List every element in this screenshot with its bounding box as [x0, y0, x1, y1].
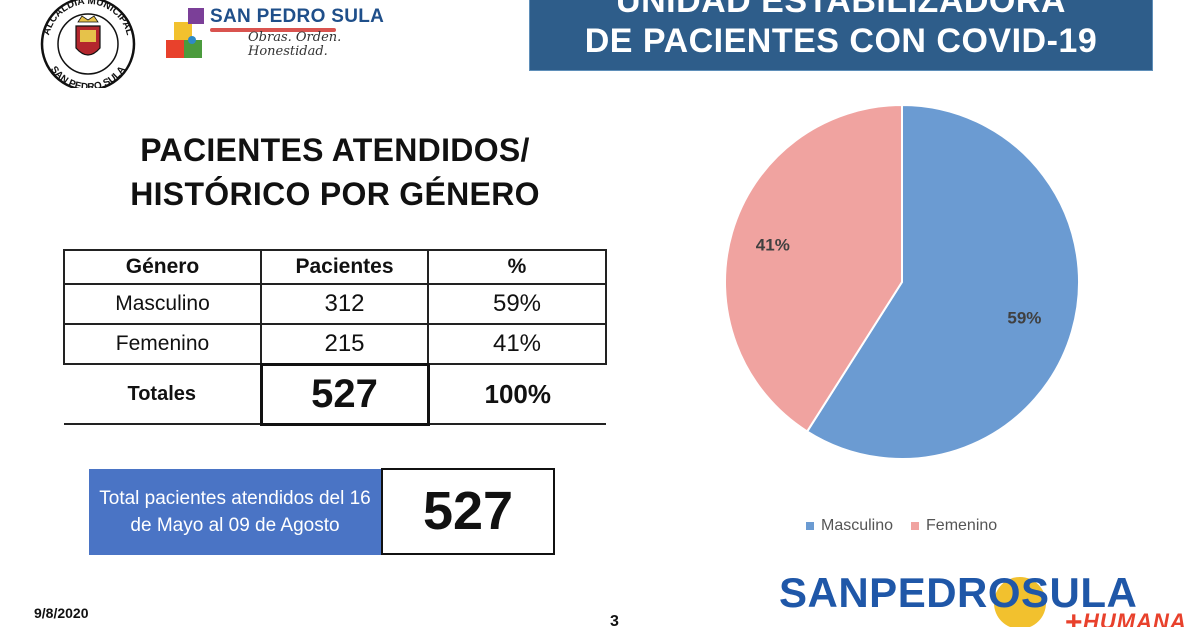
sun-icon	[994, 577, 1046, 627]
puzzle-icon	[166, 8, 204, 58]
pie-svg: 59% 41%	[724, 103, 1080, 460]
tagline-line-1: Obras. Orden.	[248, 30, 342, 45]
cell-pct: 41%	[427, 323, 607, 365]
city-logo: SAN PEDRO SULA Obras. Orden. Honestidad.	[164, 2, 384, 64]
totals-pct: 100%	[428, 364, 606, 425]
banner-title-line-2: DE PACIENTES CON COVID-19	[584, 22, 1098, 60]
table-row: Femenino 215 41%	[63, 323, 607, 365]
pie-label-masculino: 59%	[1007, 309, 1041, 328]
municipal-seal-logo: ALCALDÍA MUNICIPAL SAN PEDRO SULA	[34, 0, 142, 93]
col-header-pacientes: Pacientes	[260, 249, 429, 285]
total-patients-description: Total pacientes atendidos del 16 de Mayo…	[89, 469, 381, 555]
legend-item-femenino: Femenino	[911, 517, 997, 535]
total-patients-value: 527	[381, 468, 555, 555]
city-logo-swoosh	[210, 28, 336, 32]
chart-legend: Masculino Femenino	[806, 517, 997, 535]
header-banner: UNIDAD ESTABILIZADORA DE PACIENTES CON C…	[529, 0, 1153, 71]
legend-label-femenino: Femenino	[926, 517, 998, 534]
section-title-line-1: PACIENTES ATENDIDOS/	[140, 132, 530, 168]
legend-swatch-femenino	[911, 522, 920, 530]
cell-genero: Masculino	[63, 283, 262, 325]
table-header-row: Género Pacientes %	[63, 249, 607, 285]
brand-wordmark: SANPEDROSULA	[779, 569, 1138, 616]
brand-subtitle: HUMANA	[1083, 609, 1187, 627]
col-header-pct: %	[427, 249, 607, 285]
gender-table: Género Pacientes % Masculino 312 59% Fem…	[63, 249, 607, 426]
legend-item-masculino: Masculino	[806, 517, 893, 535]
gender-pie-chart: 59% 41%	[720, 100, 1084, 464]
table-row: Masculino 312 59%	[63, 283, 607, 325]
cell-pacientes: 312	[260, 283, 429, 325]
brand-logo: SANPEDROSULA + HUMANA	[779, 569, 1200, 627]
section-title-line-2: HISTÓRICO POR GÉNERO	[130, 176, 540, 212]
city-logo-tagline: Obras. Orden. Honestidad.	[248, 31, 341, 59]
tagline-line-2: Honestidad.	[248, 44, 328, 59]
cell-genero: Femenino	[63, 323, 262, 365]
section-title: PACIENTES ATENDIDOS/ HISTÓRICO POR GÉNER…	[90, 128, 580, 216]
totals-row: Totales 527 100%	[64, 362, 606, 426]
totals-label: Totales	[64, 364, 261, 425]
totals-pacientes: 527	[259, 362, 430, 426]
page-number: 3	[610, 613, 619, 627]
legend-label-masculino: Masculino	[821, 517, 894, 534]
footer-date: 9/8/2020	[34, 605, 89, 621]
banner-title-line-1: UNIDAD ESTABILIZADORA	[616, 0, 1066, 20]
legend-swatch-masculino	[806, 522, 814, 530]
cell-pacientes: 215	[260, 323, 429, 365]
total-patients-box: Total pacientes atendidos del 16 de Mayo…	[89, 468, 556, 555]
cell-pct: 59%	[427, 283, 607, 325]
city-logo-name: SAN PEDRO SULA	[210, 6, 385, 27]
seal-graphic: ALCALDÍA MUNICIPAL SAN PEDRO SULA	[40, 0, 136, 93]
pie-slice-femenino	[724, 103, 903, 433]
plus-icon: +	[1065, 606, 1083, 627]
pie-slice-masculino	[805, 103, 1080, 460]
pie-label-femenino: 41%	[756, 235, 790, 254]
col-header-genero: Género	[63, 249, 262, 285]
